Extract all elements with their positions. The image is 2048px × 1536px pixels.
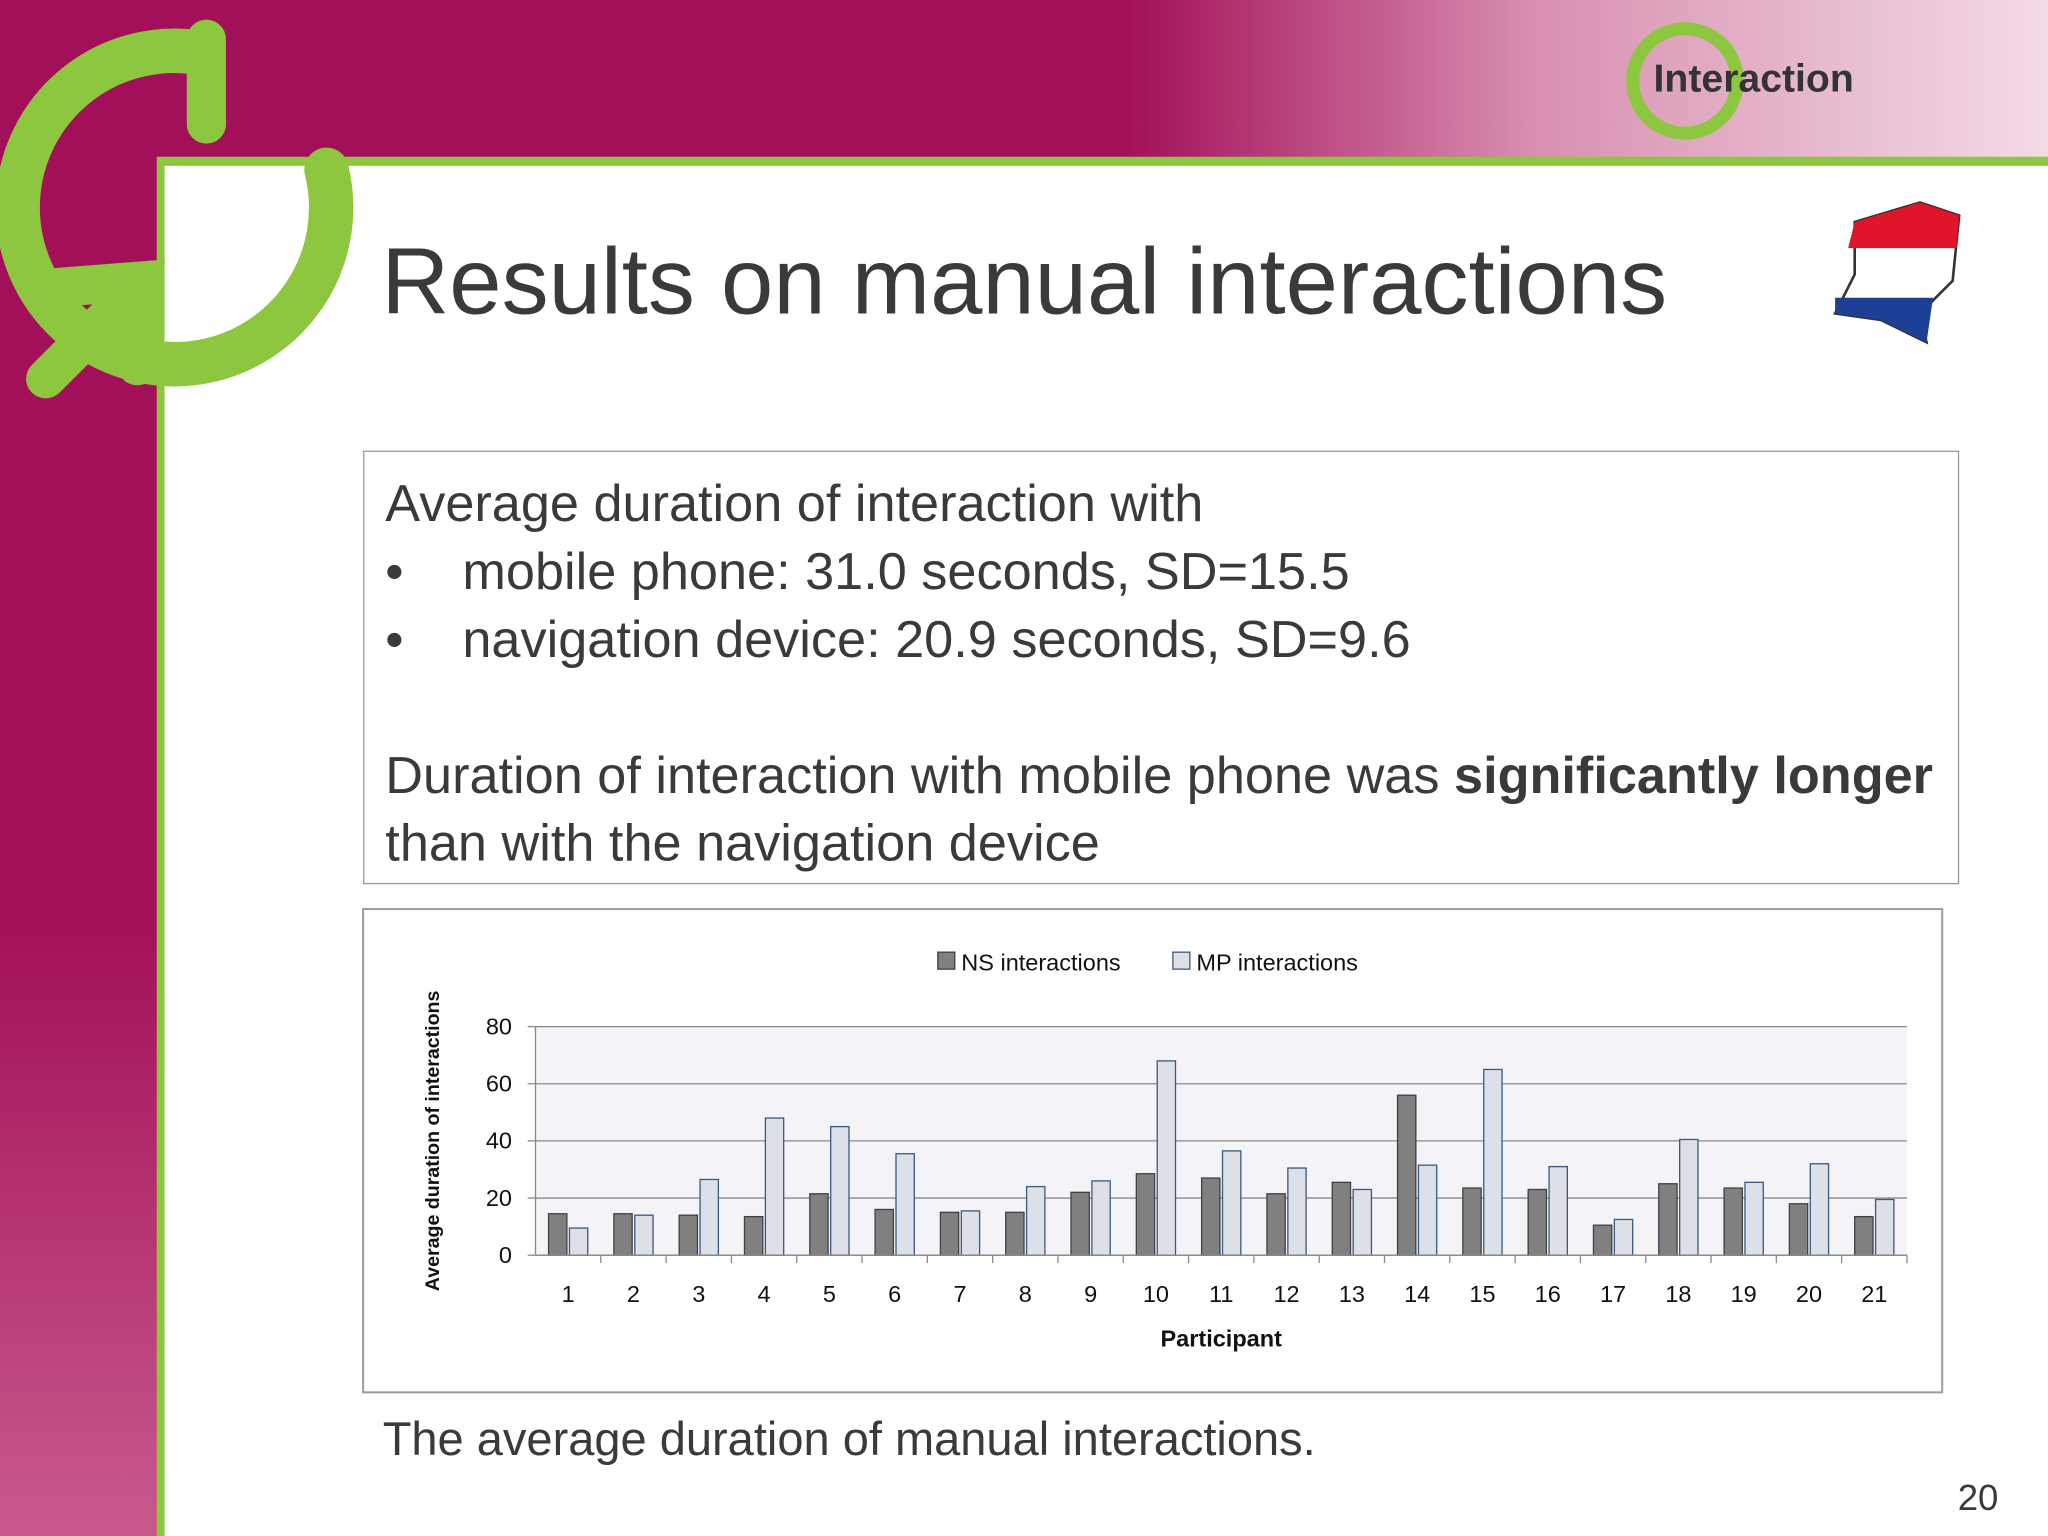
bar bbox=[1613, 1218, 1634, 1256]
power-ring bbox=[0, 28, 354, 387]
bar bbox=[764, 1117, 785, 1256]
bar bbox=[1854, 1215, 1874, 1256]
bar bbox=[1070, 1191, 1090, 1256]
bar bbox=[547, 1213, 568, 1256]
bar bbox=[1221, 1150, 1242, 1256]
legend-swatch bbox=[1172, 951, 1191, 970]
x-tick-label: 5 bbox=[823, 1281, 836, 1307]
x-tick-label: 6 bbox=[888, 1281, 901, 1307]
y-axis-label: Average duration of interactions bbox=[422, 990, 444, 1291]
x-tick-label: 9 bbox=[1084, 1281, 1097, 1307]
bar bbox=[1156, 1060, 1177, 1256]
x-tick-label: 1 bbox=[562, 1281, 575, 1307]
bullet-text: mobile phone: 31.0 seconds, SD=15.5 bbox=[462, 543, 1350, 601]
conclusion-text: than with the navigation device bbox=[385, 815, 1100, 873]
bar bbox=[1744, 1181, 1764, 1256]
conclusion-text: Duration of interaction with mobile phon… bbox=[385, 747, 1440, 805]
legend-label: NS interactions bbox=[961, 949, 1120, 975]
x-tick-label: 7 bbox=[953, 1281, 966, 1307]
bar bbox=[1331, 1181, 1352, 1256]
x-tick-label: 14 bbox=[1404, 1281, 1430, 1307]
bar bbox=[1874, 1198, 1895, 1256]
bar bbox=[1025, 1185, 1046, 1256]
legend-label: MP interactions bbox=[1196, 949, 1358, 975]
x-tick-label: 21 bbox=[1861, 1281, 1887, 1307]
bullet-text: navigation device: 20.9 seconds, SD=9.6 bbox=[462, 611, 1411, 669]
bar bbox=[809, 1193, 829, 1256]
x-tick-label: 15 bbox=[1469, 1281, 1495, 1307]
x-tick-label: 11 bbox=[1209, 1281, 1233, 1307]
bar bbox=[1592, 1224, 1613, 1256]
bar bbox=[1135, 1173, 1156, 1256]
bar bbox=[1679, 1138, 1699, 1256]
heading: Average duration of interaction with bbox=[385, 475, 1204, 533]
bar bbox=[1200, 1177, 1221, 1256]
bar bbox=[1723, 1187, 1744, 1256]
bar bbox=[699, 1178, 720, 1256]
bar bbox=[1352, 1188, 1373, 1256]
page-number: 20 bbox=[1958, 1477, 1999, 1518]
bullet: • mobile phone: 31.0 seconds, SD=15.5 bbox=[385, 538, 1937, 606]
x-axis-label: Participant bbox=[1160, 1326, 1282, 1352]
bar bbox=[1417, 1164, 1438, 1256]
bar bbox=[743, 1215, 764, 1256]
bar bbox=[1527, 1188, 1548, 1256]
x-tick-label: 3 bbox=[692, 1281, 705, 1307]
y-tick-label: 20 bbox=[486, 1185, 512, 1211]
y-tick-label: 40 bbox=[486, 1128, 512, 1154]
x-tick-label: 2 bbox=[627, 1281, 640, 1307]
bar bbox=[678, 1214, 699, 1256]
x-tick-label: 10 bbox=[1143, 1281, 1169, 1307]
map-blue bbox=[1835, 297, 1934, 343]
y-tick-label: 80 bbox=[486, 1013, 512, 1039]
x-tick-label: 4 bbox=[758, 1281, 771, 1307]
x-tick-label: 16 bbox=[1535, 1281, 1561, 1307]
y-tick-label: 0 bbox=[499, 1242, 512, 1268]
logo-ring bbox=[1626, 22, 1744, 140]
x-tick-label: 13 bbox=[1339, 1281, 1365, 1307]
bar bbox=[1462, 1187, 1482, 1256]
bar bbox=[1483, 1068, 1503, 1256]
text-box: Average duration of interaction with • mo… bbox=[363, 450, 1960, 885]
bar bbox=[1788, 1203, 1809, 1256]
x-tick-label: 8 bbox=[1019, 1281, 1032, 1307]
bar bbox=[1658, 1183, 1678, 1256]
bar bbox=[1091, 1180, 1111, 1256]
x-tick-label: 12 bbox=[1273, 1281, 1299, 1307]
legend-swatch bbox=[937, 951, 956, 970]
x-tick-label: 19 bbox=[1731, 1281, 1757, 1307]
bar bbox=[830, 1125, 850, 1256]
bar bbox=[568, 1227, 589, 1256]
bar bbox=[1396, 1094, 1417, 1256]
arrow-icon bbox=[26, 259, 165, 399]
bullet: • navigation device: 20.9 seconds, SD=9.6 bbox=[385, 606, 1937, 674]
bar bbox=[939, 1211, 960, 1256]
caption: The average duration of manual interacti… bbox=[383, 1412, 1316, 1465]
bar bbox=[874, 1208, 895, 1256]
bar bbox=[1005, 1211, 1025, 1256]
bar bbox=[1266, 1193, 1286, 1256]
slide-title: Results on manual interactions bbox=[381, 228, 1667, 333]
bar bbox=[1548, 1165, 1568, 1256]
x-tick-label: 18 bbox=[1665, 1281, 1691, 1307]
x-tick-label: 17 bbox=[1600, 1281, 1626, 1307]
bar bbox=[960, 1210, 981, 1256]
bar bbox=[1809, 1163, 1830, 1256]
y-tick-label: 60 bbox=[486, 1071, 512, 1097]
conclusion-bold: significantly longer bbox=[1454, 747, 1933, 805]
bar bbox=[634, 1214, 654, 1256]
map-red bbox=[1848, 202, 1960, 249]
bar bbox=[613, 1213, 633, 1256]
bar bbox=[895, 1153, 915, 1256]
x-tick-label: 20 bbox=[1796, 1281, 1822, 1307]
bar bbox=[1287, 1167, 1307, 1256]
logo-text: Interaction bbox=[1654, 57, 1854, 100]
conclusion: Duration of interaction with mobile phon… bbox=[385, 742, 1937, 878]
